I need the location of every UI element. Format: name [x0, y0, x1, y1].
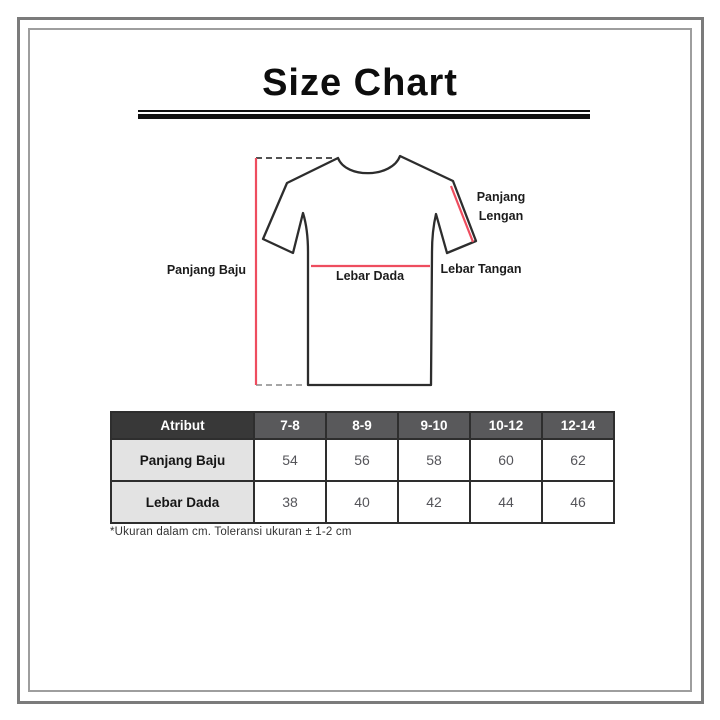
column-header-size-10-12: 10-12: [469, 411, 543, 440]
size-table-header-row: Atribut 7-8 8-9 9-10 10-12 12-14: [110, 411, 615, 440]
column-header-atribut: Atribut: [110, 411, 255, 440]
tshirt-outline: [261, 154, 478, 387]
label-panjang-baju: Panjang Baju: [166, 263, 246, 277]
value-cell: 46: [541, 480, 615, 524]
panjang-lengan-measure-line: [449, 185, 475, 243]
size-table: Atribut 7-8 8-9 9-10 10-12 12-14 Panjang…: [110, 411, 615, 524]
column-header-size-12-14: 12-14: [541, 411, 615, 440]
label-lebar-tangan: Lebar Tangan: [440, 262, 522, 276]
outer-frame-border: [17, 17, 704, 704]
value-cell: 54: [253, 438, 327, 482]
table-row-lebar-dada: Lebar Dada 38 40 42 44 46: [110, 480, 615, 524]
value-cell: 58: [397, 438, 471, 482]
table-row-panjang-baju: Panjang Baju 54 56 58 60 62: [110, 438, 615, 482]
row-label: Panjang Baju: [110, 438, 255, 482]
page-title: Size Chart: [262, 62, 458, 104]
column-header-size-7-8: 7-8: [253, 411, 327, 440]
value-cell: 62: [541, 438, 615, 482]
title-divider: [138, 110, 590, 119]
value-cell: 44: [469, 480, 543, 524]
label-lebar-dada: Lebar Dada: [335, 269, 405, 283]
value-cell: 38: [253, 480, 327, 524]
column-header-size-9-10: 9-10: [397, 411, 471, 440]
column-header-size-8-9: 8-9: [325, 411, 399, 440]
title-divider-thick-line: [138, 114, 590, 119]
value-cell: 60: [469, 438, 543, 482]
value-cell: 40: [325, 480, 399, 524]
value-cell: 42: [397, 480, 471, 524]
units-footnote: *Ukuran dalam cm. Toleransi ukuran ± 1-2…: [110, 526, 352, 538]
value-cell: 56: [325, 438, 399, 482]
row-label: Lebar Dada: [110, 480, 255, 524]
title-divider-thin-line: [138, 110, 590, 112]
label-panjang-lengan: Panjang Lengan: [476, 190, 526, 224]
inner-frame-border: [28, 28, 692, 692]
